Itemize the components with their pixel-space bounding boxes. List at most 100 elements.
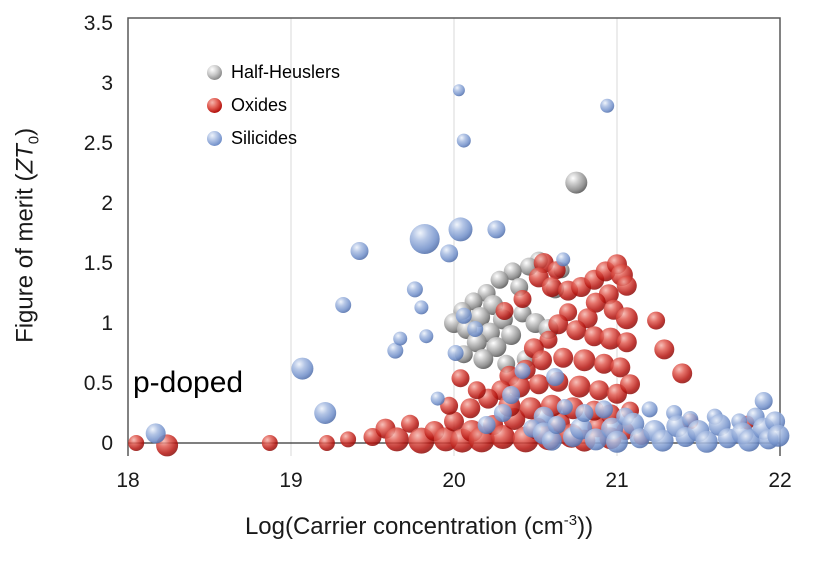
silicides-bubble	[406, 281, 423, 298]
silicides-bubble	[350, 242, 369, 260]
silicides-bubble	[335, 297, 352, 313]
legend-item-silicides: Silicides	[207, 122, 340, 155]
x-axis-title-text: Log(Carrier concentration (cm	[244, 513, 564, 540]
silicides-bubble	[477, 416, 496, 434]
silicides-bubble	[651, 429, 674, 452]
bubbles-layer	[128, 84, 790, 457]
silicides-bubble	[448, 217, 473, 242]
oxides-bubble	[616, 275, 637, 296]
silicides-bubble	[447, 345, 464, 361]
y-tick-label-3.5: 3.5	[84, 12, 113, 35]
legend-label-half-heuslers: Half-Heuslers	[231, 62, 341, 82]
legend-item-oxides: Oxides	[207, 89, 340, 122]
y-axis-title: Figure of merit (ZT0)	[12, 85, 43, 385]
silicides-bubble	[556, 399, 573, 415]
oxides-bubble	[495, 302, 514, 320]
half-heuslers-bubble	[565, 171, 588, 194]
silicides-bubble	[419, 329, 434, 344]
half-heuslers-bubble	[503, 262, 522, 281]
x-axis-title: Log(Carrier concentration (cm-3))	[0, 512, 838, 541]
y-axis-title-italic: ZT	[11, 144, 39, 174]
oxides-bubble	[384, 427, 409, 452]
series-half-heuslers	[444, 171, 588, 373]
silicides-bubble	[600, 98, 615, 113]
silicides-bubble	[467, 321, 484, 337]
legend-label-silicides: Silicides	[231, 128, 298, 148]
silicides-bubble	[440, 244, 459, 263]
oxides-bubble	[513, 290, 532, 308]
silicides-bubble	[452, 84, 465, 97]
half-heuslers-sphere-icon	[207, 65, 222, 80]
silicides-bubble	[767, 424, 790, 447]
x-tick-label-18: 18	[116, 469, 139, 492]
silicides-bubble	[502, 386, 521, 404]
y-tick-label-2.5: 2.5	[84, 132, 113, 155]
silicides-bubble	[754, 392, 773, 410]
x-tick-label-19: 19	[279, 469, 302, 492]
oxides-bubble	[585, 292, 606, 313]
silicides-bubble	[595, 400, 613, 419]
oxides-bubble	[460, 398, 481, 419]
oxides-bubble	[599, 327, 622, 350]
silicides-bubble	[414, 300, 429, 315]
x-axis-title-close: ))	[577, 513, 594, 540]
silicides-bubble	[546, 368, 565, 386]
oxides-bubble	[647, 311, 666, 330]
silicides-bubble	[514, 363, 531, 379]
oxides-bubble	[451, 369, 470, 388]
silicides-bubble	[487, 220, 506, 239]
oxides-bubble	[541, 277, 562, 297]
silicides-bubble	[314, 402, 337, 424]
oxides-bubble	[615, 307, 638, 330]
series-silicides	[145, 84, 790, 453]
doping-annotation: p-doped	[133, 366, 244, 399]
silicides-bubble	[456, 133, 471, 148]
oxides-bubble	[532, 350, 552, 371]
oxides-bubble	[528, 374, 549, 395]
silicides-bubble	[575, 404, 594, 422]
oxides-bubble	[568, 375, 591, 398]
x-axis-title-superscript: -3	[563, 512, 578, 529]
oxides-bubble	[573, 349, 596, 372]
y-tick-label-1.5: 1.5	[84, 252, 113, 275]
silicides-bubble	[584, 428, 607, 451]
oxides-bubble	[672, 363, 693, 384]
silicides-bubble	[291, 357, 314, 380]
y-tick-label-2: 2	[101, 192, 113, 215]
oxides-bubble	[566, 320, 587, 341]
silicides-bubble	[738, 429, 760, 452]
silicides-bubble	[409, 224, 440, 254]
oxides-bubble	[261, 435, 278, 451]
silicides-bubble	[430, 391, 445, 406]
oxides-bubble	[616, 332, 637, 353]
silicides-bubble	[541, 430, 562, 451]
silicides-bubble	[455, 307, 472, 324]
oxides-bubble	[553, 347, 574, 368]
oxides-sphere-icon	[207, 98, 222, 113]
oxides-bubble	[340, 431, 357, 448]
half-heuslers-bubble	[490, 270, 509, 289]
silicides-bubble	[145, 423, 166, 444]
oxides-bubble	[128, 435, 145, 451]
oxides-bubble	[401, 414, 419, 433]
half-heuslers-bubble	[473, 349, 494, 369]
oxides-bubble	[610, 357, 631, 378]
silicides-bubble	[547, 416, 566, 434]
y-tick-label-1: 1	[101, 312, 113, 335]
silicides-bubble	[695, 430, 718, 453]
oxides-bubble	[584, 326, 605, 347]
silicides-bubble	[387, 342, 404, 359]
oxides-bubble	[589, 380, 610, 401]
oxides-bubble	[467, 381, 486, 400]
y-axis-title-subscript: 0	[25, 135, 43, 145]
silicides-bubble	[606, 430, 628, 453]
x-tick-label-21: 21	[605, 469, 628, 492]
silicides-bubble	[393, 331, 408, 346]
oxides-bubble	[620, 374, 640, 395]
half-heuslers-bubble	[486, 337, 507, 357]
silicides-bubble	[641, 401, 658, 418]
silicides-sphere-icon	[207, 131, 222, 146]
half-heuslers-bubble	[501, 325, 522, 345]
series-oxides	[128, 253, 755, 457]
